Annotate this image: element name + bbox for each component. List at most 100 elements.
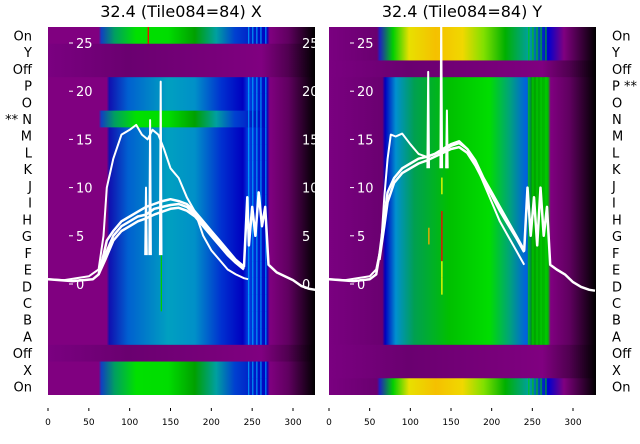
heatmap-row — [48, 311, 315, 329]
heatmap-stripe — [252, 144, 254, 161]
heatmap-stripe — [265, 311, 267, 329]
heatmap-stripe — [265, 110, 267, 128]
x-tick-label: 50 — [83, 418, 95, 428]
row-label: B — [23, 314, 32, 329]
heatmap-row — [329, 60, 596, 78]
row-label: ** N — [5, 113, 32, 128]
heatmap-stripe — [256, 277, 258, 295]
heatmap-stripe — [532, 77, 534, 94]
heatmap-stripe — [532, 110, 534, 128]
y-tick-label: 10 — [76, 182, 93, 197]
x-tick-label: 150 — [162, 418, 179, 428]
heatmap-stripe — [545, 27, 547, 44]
heatmap-stripe — [265, 127, 267, 145]
heatmap-stripe — [528, 77, 530, 94]
heatmap-stripe — [545, 93, 547, 111]
panel-title-y: 32.4 (Tile084=84) Y — [382, 2, 543, 21]
heatmap-stripe — [252, 127, 254, 145]
row-label: On — [612, 381, 630, 396]
row-label: M — [21, 130, 32, 145]
heatmap-row — [329, 378, 596, 395]
heatmap-stripe — [532, 311, 534, 329]
row-label: Y — [611, 46, 620, 61]
heatmap-stripe — [532, 177, 534, 195]
heatmap-stripe — [532, 328, 534, 345]
y-tick-label: 15 — [76, 133, 93, 148]
heatmap-stripe — [532, 27, 534, 44]
row-label: O — [612, 96, 622, 111]
series-line-cluster-1 — [329, 140, 596, 292]
heatmap-stripe — [532, 277, 534, 295]
heatmap-stripe — [532, 93, 534, 111]
heatmap-stripe — [536, 43, 538, 61]
heatmap-stripe — [252, 361, 254, 379]
heatmap-stripe — [540, 77, 542, 94]
heatmap-stripe — [265, 144, 267, 161]
heatmap-stripe — [248, 110, 250, 128]
heatmap-stripe — [248, 160, 250, 178]
heatmap-row — [329, 160, 596, 179]
series-line-spike-1 — [426, 70, 430, 169]
heatmap-stripe — [545, 127, 547, 145]
heatmap-accent-line — [441, 244, 443, 262]
heatmap-stripe — [265, 361, 267, 379]
heatmap-stripe — [256, 227, 258, 245]
y-tick-label: 25 — [357, 37, 374, 52]
heatmap-row — [48, 211, 315, 229]
row-label: C — [23, 297, 32, 312]
twin-y-tick-label: 20 — [302, 85, 319, 100]
heatmap-stripe — [545, 261, 547, 278]
heatmap-accent-line — [428, 227, 430, 245]
twin-y-tick-label: 0 — [302, 278, 310, 293]
heatmap-accent-line — [441, 277, 443, 295]
x-tick-label: 100 — [121, 418, 138, 428]
row-label: P ** — [612, 80, 637, 95]
heatmap-stripe — [260, 227, 262, 245]
heatmap-stripe — [528, 294, 530, 312]
plot-area: 0 0 5 5 10 10 15 15 20 20 25 25 — [48, 27, 319, 395]
row-label: Y — [23, 46, 32, 61]
heatmap-stripe — [256, 294, 258, 312]
heatmap-stripe — [252, 294, 254, 312]
row-label: A — [23, 330, 32, 345]
heatmap-stripe — [545, 160, 547, 178]
y-tick-label: 5 — [357, 230, 365, 245]
row-label: L — [25, 146, 33, 161]
heatmap-stripe — [540, 261, 542, 278]
row-label: G — [22, 230, 32, 245]
heatmap-stripe — [528, 378, 530, 395]
heatmap-stripe — [256, 127, 258, 145]
x-tick-label: 100 — [402, 418, 419, 428]
heatmap-stripe — [540, 144, 542, 161]
heatmap-stripe — [536, 277, 538, 295]
heatmap-stripe — [545, 177, 547, 195]
heatmap-stripe — [256, 177, 258, 195]
row-label: G — [612, 230, 622, 245]
y-tick-label: 0 — [357, 278, 365, 293]
row-label: I — [612, 197, 616, 212]
heatmap-stripe — [265, 177, 267, 195]
heatmap-row — [329, 311, 596, 329]
row-label: I — [28, 197, 32, 212]
heatmap-row — [329, 244, 596, 262]
heatmap-stripe — [536, 294, 538, 312]
heatmap-stripe — [256, 110, 258, 128]
heatmap-stripe — [528, 311, 530, 329]
heatmap-stripe — [540, 127, 542, 145]
heatmap-stripe — [528, 244, 530, 262]
panel-title-x: 32.4 (Tile084=84) X — [100, 2, 262, 21]
heatmap-row — [48, 244, 315, 262]
heatmap-stripe — [528, 43, 530, 61]
heatmap-stripe — [536, 194, 538, 211]
heatmap-stripe — [252, 177, 254, 195]
row-label: E — [612, 264, 620, 279]
heatmap-stripe — [248, 144, 250, 161]
heatmap-stripe — [532, 160, 534, 178]
heatmap-stripe — [248, 177, 250, 195]
heatmap-stripe — [536, 77, 538, 94]
row-label: D — [22, 280, 32, 295]
series-line-cluster-3 — [97, 206, 245, 275]
heatmap-stripe — [540, 43, 542, 61]
